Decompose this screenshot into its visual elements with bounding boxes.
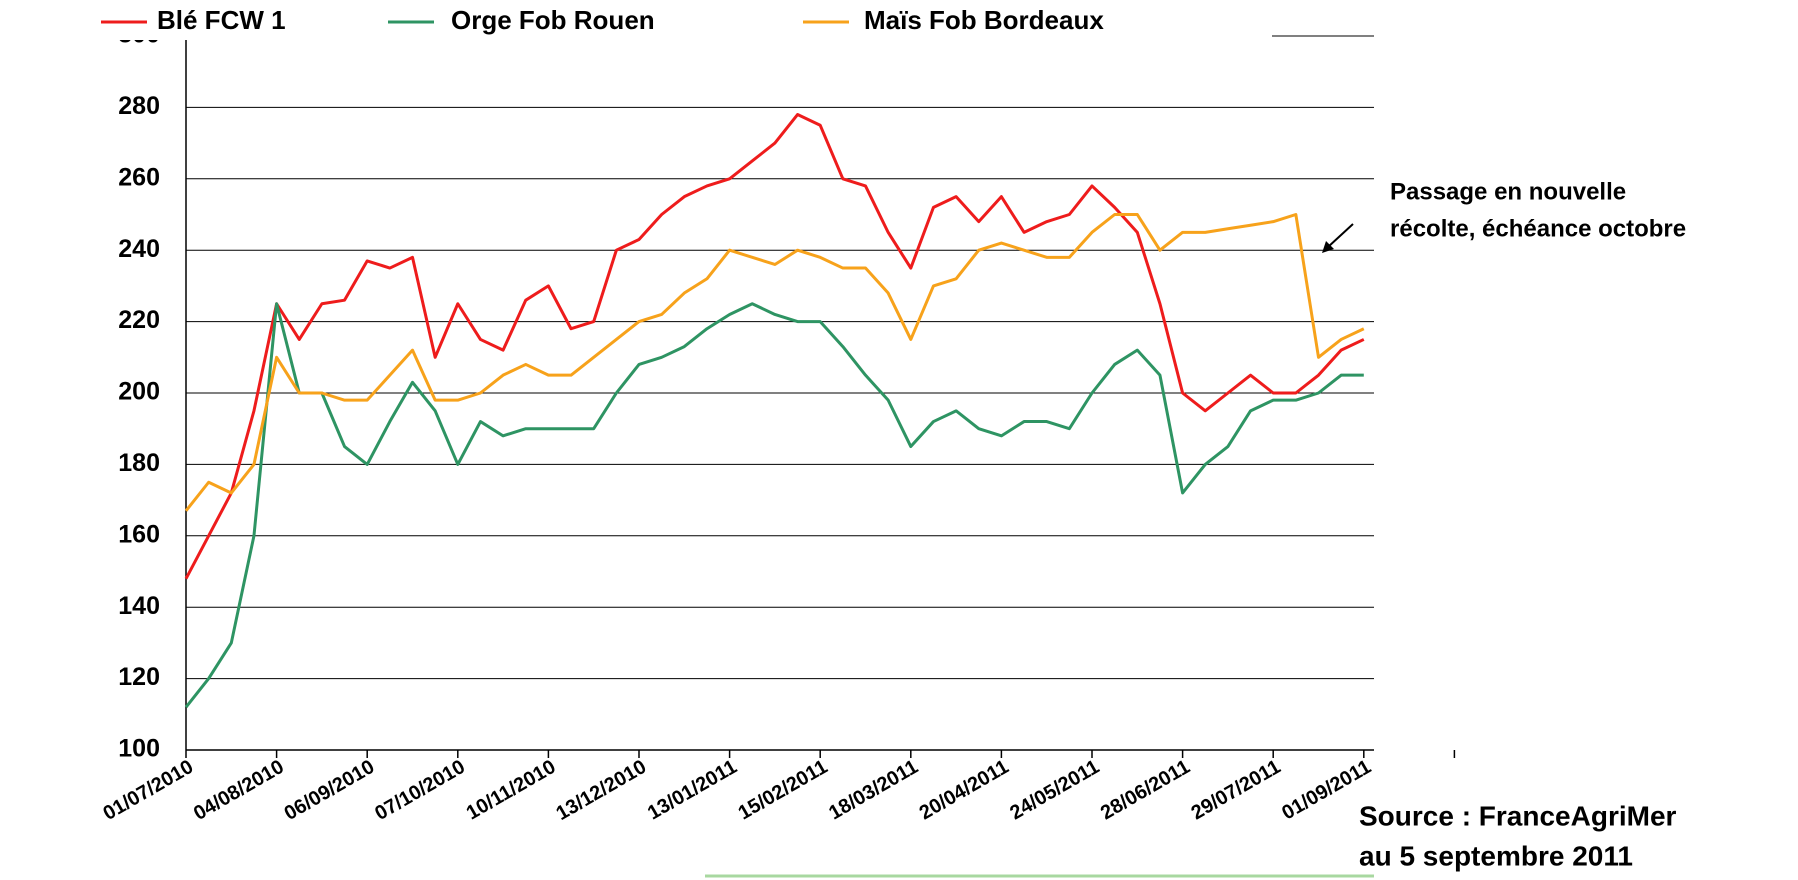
legend-label: Orge Fob Rouen bbox=[451, 5, 655, 35]
y-tick-label: 120 bbox=[118, 663, 160, 691]
legend-label: Maïs Fob Bordeaux bbox=[864, 5, 1104, 35]
y-tick-label: 140 bbox=[118, 592, 160, 620]
y-tick-label: 180 bbox=[118, 449, 160, 477]
y-tick-label: 280 bbox=[118, 92, 160, 120]
x-tick-label: 18/03/2011 bbox=[825, 756, 922, 825]
y-tick-label: 260 bbox=[118, 163, 160, 191]
x-tick-label: 01/07/2010 bbox=[99, 756, 197, 825]
x-tick-label: 24/05/2011 bbox=[1006, 756, 1103, 825]
x-tick-label: 13/01/2011 bbox=[644, 756, 741, 825]
x-tick-label: 15/02/2011 bbox=[735, 756, 832, 825]
x-tick-label: 13/12/2010 bbox=[552, 756, 650, 825]
y-tick-label: 220 bbox=[118, 306, 160, 334]
x-tick-label: 06/09/2010 bbox=[281, 756, 379, 825]
legend-label: Blé FCW 1 bbox=[157, 5, 286, 35]
legend-background bbox=[96, 6, 1272, 40]
y-tick-label: 160 bbox=[118, 520, 160, 548]
x-tick-label: 20/04/2011 bbox=[916, 756, 1013, 825]
source: Source : FranceAgriMer bbox=[1359, 800, 1677, 831]
x-tick-label: 04/08/2010 bbox=[190, 756, 288, 825]
x-tick-label: 28/06/2011 bbox=[1097, 756, 1194, 825]
annotation: récolte, échéance octobre bbox=[1390, 215, 1686, 242]
series-line bbox=[184, 113, 1365, 580]
annotation: Passage en nouvelle bbox=[1390, 178, 1626, 205]
x-tick-label: 10/11/2010 bbox=[463, 756, 560, 825]
y-tick-label: 100 bbox=[118, 735, 160, 763]
y-tick-label: 200 bbox=[118, 378, 160, 406]
source: au 5 septembre 2011 bbox=[1359, 840, 1633, 871]
series-line bbox=[184, 213, 1365, 512]
y-tick-label: 240 bbox=[118, 235, 160, 263]
series-line bbox=[184, 302, 1364, 709]
arrow bbox=[1327, 223, 1354, 248]
x-tick-label: 29/07/2011 bbox=[1188, 756, 1285, 825]
x-tick-label: 07/10/2010 bbox=[371, 756, 469, 825]
